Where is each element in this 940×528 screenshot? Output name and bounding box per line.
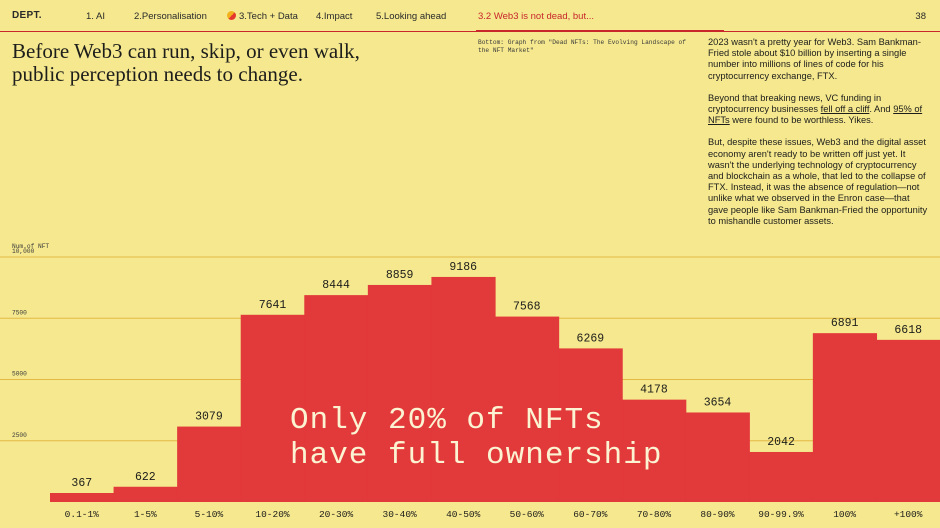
bar-50-60% — [495, 316, 560, 502]
x-tick-label-10-20%: 10-20% — [255, 509, 290, 520]
data-label-50-60%: 7568 — [513, 301, 541, 314]
bar-100% — [812, 333, 878, 502]
nav-item-impact[interactable]: 4.Impact — [316, 11, 353, 22]
y-tick-label-10000: 10,000 — [12, 248, 35, 255]
data-label-+100%: 6618 — [894, 324, 922, 337]
x-axis-labels: 0.1-1% 1-5% 5-10% 10-20% 20-30% 30-40% 40-50% 5… — [65, 509, 923, 520]
x-tick-label-5-10%: 5-10% — [195, 509, 224, 520]
bar-90-99.9% — [749, 451, 814, 502]
data-label-40-50%: 9186 — [449, 261, 477, 274]
page-headline: Before Web3 can run, skip, or even walk,… — [12, 39, 360, 86]
y-tick-label-5000: 5000 — [12, 371, 27, 378]
data-label-60-70%: 6269 — [577, 332, 605, 345]
x-tick-label-1-5%: 1-5% — [134, 509, 157, 520]
x-tick-label-60-70%: 60-70% — [573, 509, 608, 520]
bar-70-80% — [622, 399, 687, 502]
chart-source-caption: Bottom: Graph from "Dead NFTs: The Evolv… — [478, 39, 686, 54]
data-label-20-30%: 8444 — [322, 279, 350, 292]
bar-5-10% — [177, 426, 242, 502]
paragraph-2-part-a: Beyond that breaking news, VC funding in… — [708, 92, 882, 115]
x-tick-label-90-99.9%: 90-99.9% — [758, 509, 804, 520]
bar-80-90% — [685, 412, 750, 502]
nav-item-tech-data[interactable]: 3.Tech + Data — [227, 11, 298, 22]
paragraph-1: 2023 wasn't a pretty year for Web3. Sam … — [708, 37, 921, 81]
data-label-10-20%: 7641 — [259, 299, 287, 312]
x-tick-label-50-60%: 50-60% — [510, 509, 545, 520]
data-label-90-99.9%: 2042 — [767, 436, 795, 449]
vc-funding-link[interactable]: fell off a cliff — [820, 104, 870, 115]
bar-1-5% — [113, 486, 178, 502]
nav-item-ai[interactable]: 1. AI — [86, 11, 106, 22]
bar-60-70% — [558, 348, 623, 502]
article-body: 2023 wasn't a pretty year for Web3. Sam … — [708, 37, 930, 238]
two-tone-dot-icon — [227, 11, 236, 20]
nfts-worthless-link[interactable]: 95% of NFTs — [708, 104, 923, 126]
x-tick-label-70-80%: 70-80% — [637, 509, 672, 520]
data-label-100%: 6891 — [831, 317, 859, 330]
chart-annotation-line-1: Only 20% of NFTs — [290, 403, 604, 438]
x-tick-label-30-40%: 30-40% — [383, 509, 418, 520]
page-number: 38 — [915, 11, 926, 22]
data-label-1-5%: 622 — [135, 471, 156, 484]
y-tick-label-2500: 2500 — [12, 432, 27, 439]
chart-annotation-line-2: have full ownership — [290, 438, 662, 473]
bar-10-20% — [240, 314, 305, 502]
paragraph-3: But, despite these issues, Web3 and the … — [708, 137, 928, 226]
paragraph-2-part-b: . And — [869, 104, 894, 115]
nav-item-personalisation[interactable]: 2.Personalisation — [134, 11, 207, 22]
bar-+100% — [876, 339, 940, 502]
top-navigation: DEPT. 1. AI 2.Personalisation 3.Tech + D… — [0, 0, 940, 32]
bar-0.1-1% — [50, 493, 115, 502]
x-tick-label-80-90%: 80-90% — [700, 509, 735, 520]
bar-20-30% — [304, 295, 369, 502]
nav-divider — [0, 31, 940, 32]
paragraph-2-part-c: were found to be worthless. Yikes. — [729, 115, 874, 126]
data-label-30-40%: 8859 — [386, 269, 414, 282]
x-tick-label-100%: 100% — [833, 509, 856, 520]
x-tick-label-20-30%: 20-30% — [319, 509, 354, 520]
chart-bars — [50, 276, 940, 502]
data-label-5-10%: 3079 — [195, 411, 223, 424]
nav-item-tech-data-label: 3.Tech + Data — [239, 11, 298, 22]
bar-40-50% — [431, 276, 496, 502]
y-tick-label-7500: 7500 — [12, 309, 27, 316]
x-tick-label-0.1-1%: 0.1-1% — [65, 509, 100, 520]
y-axis-title: Num.of NFT — [12, 243, 49, 250]
y-axis-labels: 2500 5000 7500 10,000 — [12, 248, 35, 439]
bar-30-40% — [367, 284, 433, 502]
nav-item-looking-ahead[interactable]: 5.Looking ahead — [376, 11, 447, 22]
data-label-70-80%: 4178 — [640, 384, 668, 397]
data-label-0.1-1%: 367 — [71, 477, 92, 490]
bar-data-labels: 367 622 3079 7641 8444 8859 9186 7568 6269 4178 36… — [71, 261, 922, 490]
data-label-80-90%: 3654 — [704, 396, 732, 409]
x-tick-label-40-50%: 40-50% — [446, 509, 481, 520]
x-tick-label-+100%: +100% — [894, 509, 923, 520]
nav-item-current-section[interactable]: 3.2 Web3 is not dead, but... — [478, 11, 595, 22]
dept-logo[interactable]: DEPT. — [12, 10, 42, 21]
active-section-indicator — [476, 30, 724, 32]
paragraph-2: Beyond that breaking news, VC funding in… — [708, 93, 930, 127]
